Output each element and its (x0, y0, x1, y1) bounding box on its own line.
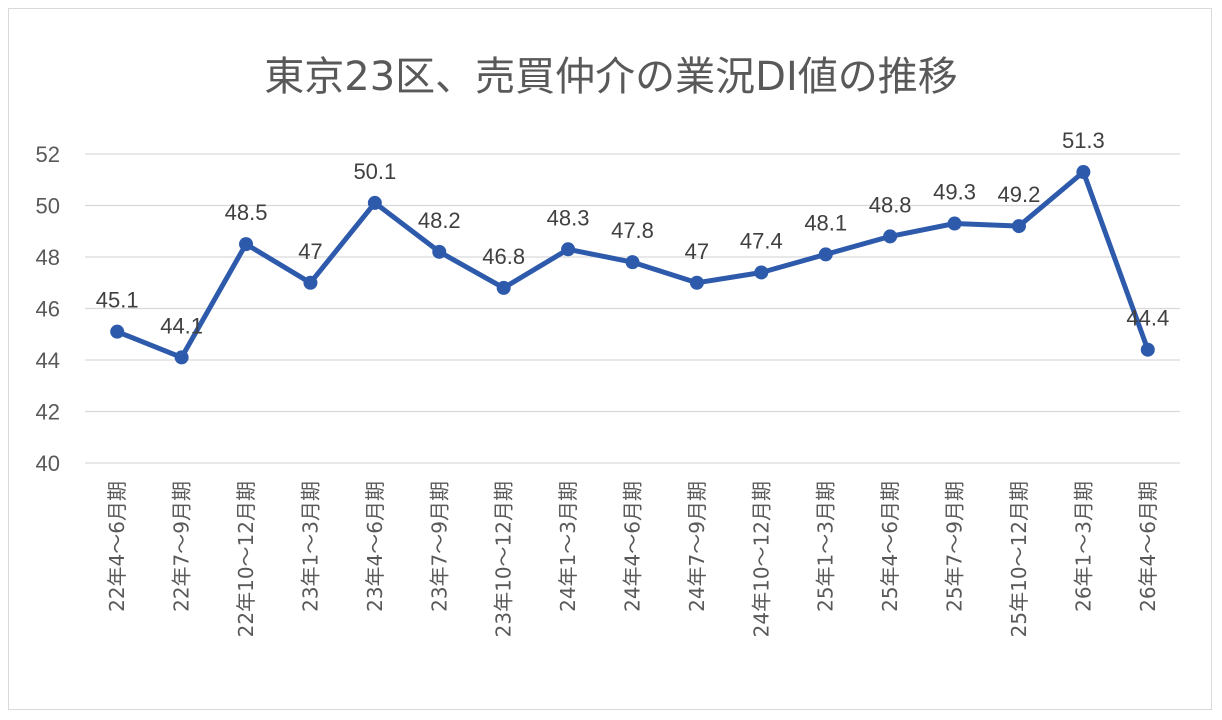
data-points (110, 165, 1155, 365)
data-label: 49.3 (933, 180, 976, 205)
data-point (561, 242, 576, 257)
data-point (625, 255, 640, 270)
data-label: 47 (685, 239, 709, 264)
x-tick-label: 22年7～9月期 (170, 481, 194, 612)
data-label: 49.2 (998, 182, 1041, 207)
chart-title: 東京23区、売買仲介の業況DI値の推移 (264, 54, 958, 100)
x-tick-label: 25年10～12月期 (1007, 481, 1031, 637)
data-labels: 45.1 44.1 48.5 47 50.1 48.2 46.8 48.3 47.8 47 47.4… (96, 128, 1169, 338)
x-tick-label: 24年7～9月期 (685, 481, 709, 612)
y-tick-label: 44 (36, 348, 60, 373)
data-point (239, 237, 254, 252)
chart-frame (8, 8, 1212, 710)
x-axis-ticks: 22年4～6月期 22年7～9月期 22年10～12月期 23年1～3月期 23年4～6… (105, 481, 1160, 637)
y-tick-label: 40 (36, 451, 60, 476)
x-tick-label: 25年4～6月期 (878, 481, 902, 612)
data-point (1140, 342, 1155, 357)
data-point (174, 350, 189, 365)
data-point (496, 280, 511, 295)
x-tick-label: 24年1～3月期 (556, 481, 580, 612)
data-label: 47.4 (740, 228, 783, 253)
x-tick-label: 22年10～12月期 (234, 481, 258, 637)
y-axis-ticks: 40 42 44 46 48 50 52 (36, 142, 60, 476)
x-tick-label: 23年10～12月期 (492, 481, 516, 637)
data-point (432, 244, 447, 259)
data-label: 51.3 (1062, 128, 1105, 153)
data-point (1011, 219, 1026, 234)
data-point (110, 324, 125, 339)
x-tick-label: 23年4～6月期 (363, 481, 387, 612)
data-label: 50.1 (353, 159, 396, 184)
data-label: 45.1 (96, 288, 139, 313)
data-label: 44.4 (1126, 306, 1169, 331)
x-tick-label: 25年1～3月期 (814, 481, 838, 612)
data-label: 48.5 (225, 200, 268, 225)
x-tick-label: 26年4～6月期 (1136, 481, 1160, 612)
y-tick-label: 52 (36, 142, 60, 167)
x-tick-label: 25年7～9月期 (943, 481, 967, 612)
x-tick-label: 23年1～3月期 (298, 481, 322, 612)
data-point (754, 265, 769, 280)
data-label: 46.8 (482, 244, 525, 269)
data-point (883, 229, 898, 244)
data-point (947, 216, 962, 231)
data-label: 48.2 (418, 208, 461, 233)
data-point (367, 195, 382, 210)
data-point (1076, 165, 1091, 180)
y-tick-label: 48 (36, 245, 60, 270)
x-tick-label: 22年4～6月期 (105, 481, 129, 612)
data-point (818, 247, 833, 262)
y-tick-label: 42 (36, 400, 60, 425)
data-point (689, 275, 704, 290)
x-tick-label: 26年1～3月期 (1071, 481, 1095, 612)
y-tick-label: 50 (36, 194, 60, 219)
data-label: 47 (298, 239, 322, 264)
data-label: 44.1 (160, 313, 203, 338)
x-tick-label: 24年10～12月期 (749, 481, 773, 637)
data-label: 48.3 (547, 205, 590, 230)
data-point (303, 275, 318, 290)
y-tick-label: 46 (36, 297, 60, 322)
x-tick-label: 23年7～9月期 (427, 481, 451, 612)
data-label: 48.8 (869, 192, 912, 217)
data-label: 47.8 (611, 218, 654, 243)
data-label: 48.1 (804, 210, 847, 235)
x-tick-label: 24年4～6月期 (621, 481, 645, 612)
